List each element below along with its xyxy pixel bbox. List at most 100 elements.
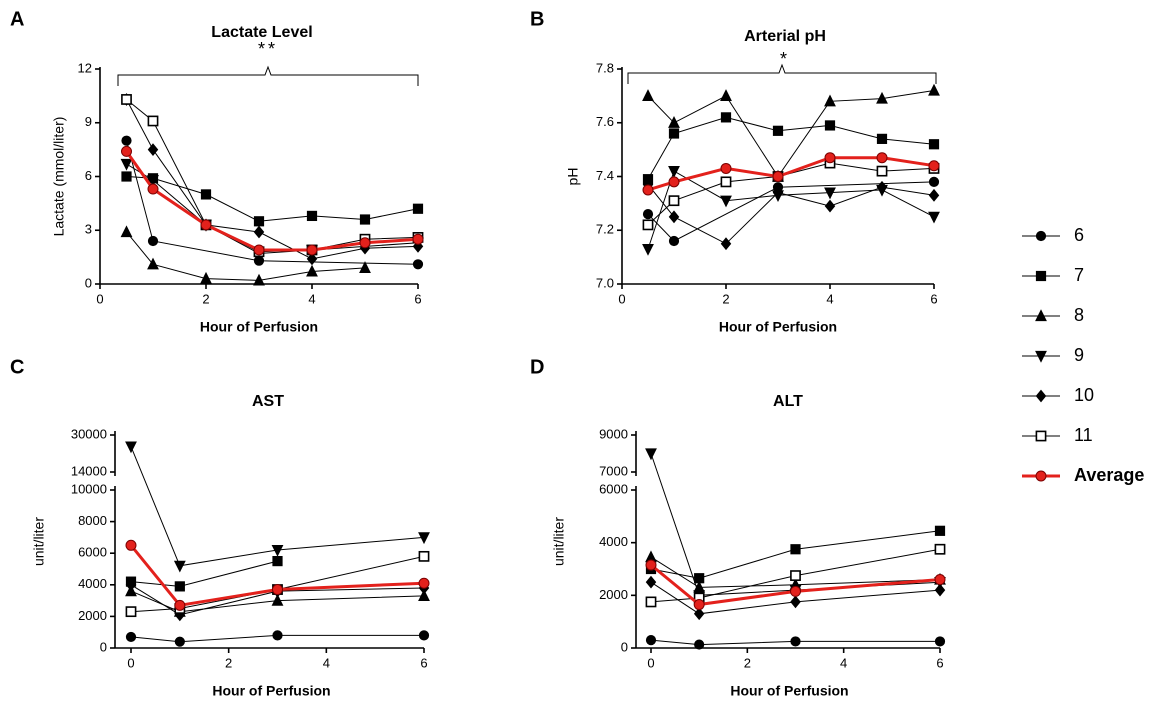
- marker: [928, 83, 940, 96]
- marker: [668, 116, 680, 128]
- marker: [253, 225, 265, 239]
- marker: [253, 216, 265, 227]
- marker: [668, 166, 680, 178]
- marker: [418, 550, 430, 562]
- y-tick-label: 8000: [78, 513, 107, 528]
- marker: [418, 577, 430, 589]
- x-axis-label: Hour of Perfusion: [212, 683, 330, 699]
- marker: [121, 171, 132, 182]
- series-line: [650, 563, 941, 607]
- marker: [147, 143, 159, 157]
- marker: [642, 209, 654, 220]
- y-tick-label: 14000: [71, 463, 107, 478]
- x-tick-label: 6: [420, 655, 427, 670]
- y-tick-label: 7000: [599, 463, 628, 478]
- x-tick-label: 2: [722, 291, 729, 306]
- marker: [645, 635, 657, 646]
- marker: [121, 145, 132, 157]
- marker: [772, 125, 784, 136]
- legend-marker: [1035, 270, 1047, 282]
- x-tick-label: 0: [96, 291, 103, 306]
- y-axis-label: Lactate (mmol/liter): [51, 117, 67, 237]
- y-axis-label: unit/liter: [551, 517, 567, 566]
- panel-label: A: [10, 8, 24, 30]
- legend-label: 9: [1074, 345, 1084, 365]
- marker: [125, 441, 137, 454]
- marker: [668, 176, 680, 188]
- marker: [790, 585, 801, 597]
- marker: [306, 244, 318, 256]
- x-tick-label: 2: [744, 655, 751, 670]
- marker: [412, 233, 424, 245]
- marker: [125, 539, 137, 551]
- marker: [720, 162, 732, 174]
- x-tick-label: 6: [936, 655, 943, 670]
- marker: [790, 570, 801, 581]
- chart-title: Lactate Level: [211, 24, 312, 41]
- series-line: [650, 581, 941, 615]
- panel-label: D: [530, 356, 544, 378]
- marker: [790, 636, 801, 647]
- y-tick-label: 30000: [71, 426, 107, 441]
- marker: [174, 581, 185, 592]
- y-tick-label: 0: [100, 639, 107, 654]
- series-line: [125, 150, 419, 252]
- series-line: [650, 548, 941, 603]
- annotation: *: [780, 49, 790, 69]
- marker: [668, 195, 680, 207]
- series-line: [647, 170, 935, 250]
- marker: [121, 135, 132, 146]
- y-tick-label: 7.4: [596, 168, 614, 183]
- series-line: [650, 639, 940, 646]
- marker: [934, 525, 946, 536]
- marker: [772, 171, 784, 182]
- marker: [928, 160, 940, 172]
- marker: [720, 89, 732, 101]
- marker: [772, 186, 784, 200]
- y-tick-label: 6000: [599, 481, 628, 496]
- series-line: [126, 99, 419, 253]
- legend-marker: [1035, 309, 1047, 322]
- x-tick-label: 4: [840, 655, 847, 670]
- series-line: [650, 530, 941, 579]
- marker: [642, 243, 654, 256]
- y-tick-label: 0: [621, 639, 628, 654]
- marker: [928, 176, 940, 187]
- marker: [876, 165, 888, 177]
- chart-title: Arterial pH: [744, 28, 826, 45]
- x-tick-label: 6: [930, 291, 937, 306]
- series-line: [650, 556, 941, 588]
- marker: [928, 139, 940, 150]
- legend-label: 10: [1074, 385, 1094, 405]
- series-line: [647, 156, 935, 192]
- marker: [934, 583, 946, 597]
- marker: [253, 244, 265, 256]
- legend-marker: [1035, 430, 1047, 442]
- marker: [147, 115, 159, 127]
- legend-label: Average: [1074, 465, 1144, 485]
- series-line: [130, 634, 424, 643]
- y-tick-label: 12: [78, 60, 92, 75]
- marker: [645, 448, 657, 461]
- marker: [876, 91, 888, 104]
- marker: [174, 636, 185, 647]
- series-line: [647, 181, 935, 242]
- marker: [173, 560, 186, 573]
- marker: [934, 574, 946, 586]
- legend-marker: [1035, 470, 1047, 482]
- marker: [668, 235, 680, 247]
- series-line: [126, 140, 419, 265]
- marker: [120, 225, 133, 238]
- x-tick-label: 0: [647, 655, 654, 670]
- x-axis-label: Hour of Perfusion: [730, 683, 848, 699]
- marker: [147, 174, 159, 187]
- marker: [824, 199, 836, 213]
- legend-label: 8: [1074, 305, 1084, 325]
- series-line: [130, 590, 425, 613]
- y-tick-label: 7.0: [596, 275, 614, 290]
- marker: [642, 184, 654, 196]
- marker: [720, 237, 732, 251]
- chart-title: ALT: [773, 393, 803, 410]
- marker: [693, 599, 705, 611]
